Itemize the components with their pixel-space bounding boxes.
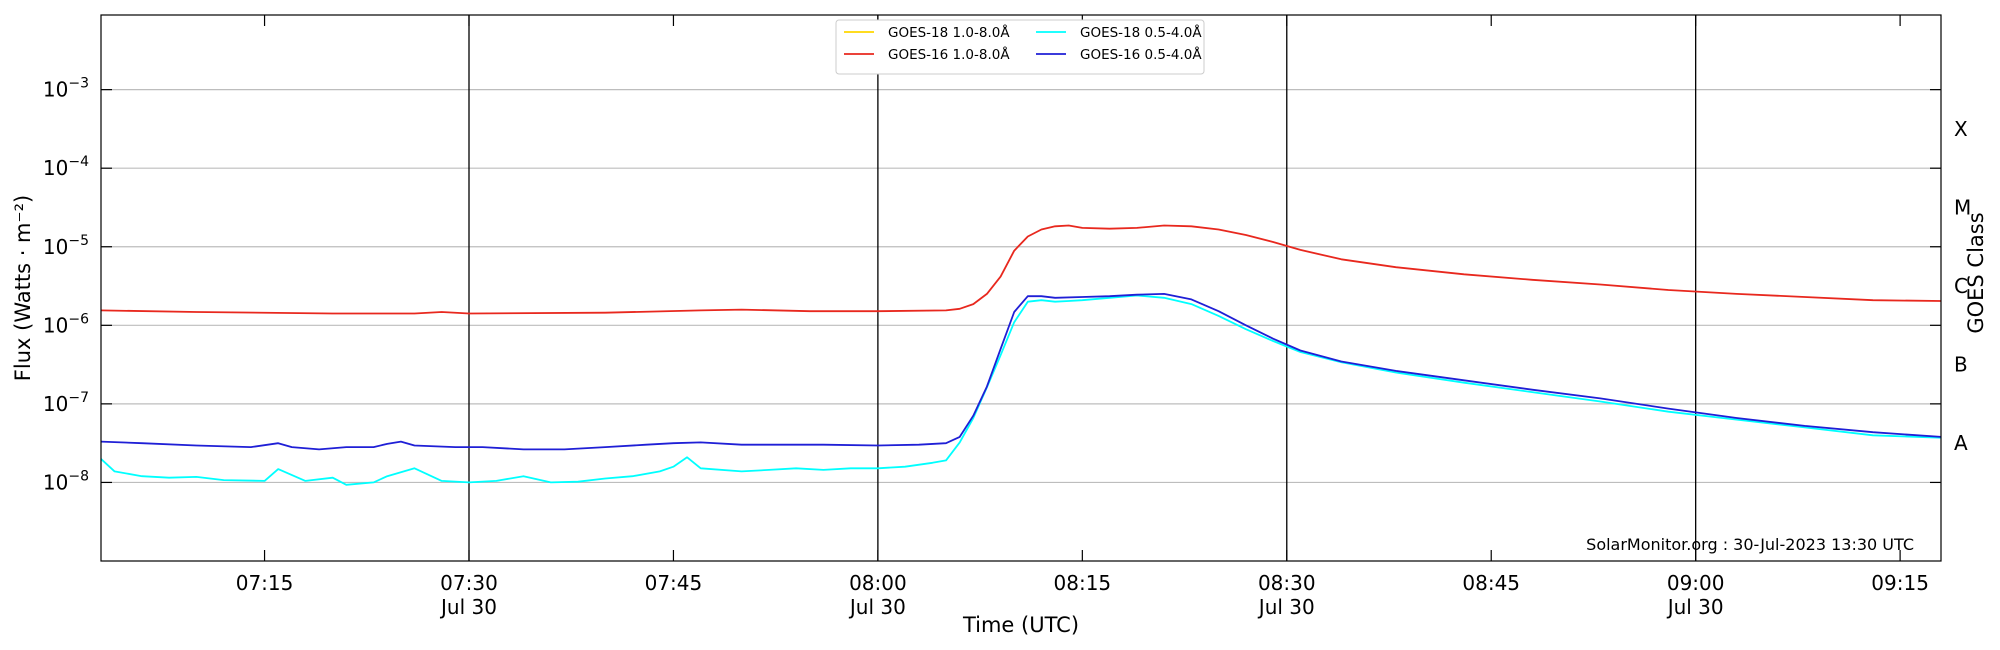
grid [101,89,1941,484]
goes-class-axis: A B C M X [1954,117,1971,455]
y-tick-label: 10−7 [43,390,89,416]
x-tick-label: 07:15 [236,571,294,595]
goes-class-label: X [1954,117,1968,141]
legend-box [835,19,1205,75]
goes-class-label: A [1954,431,1968,455]
y-tick-label: 10−4 [43,154,89,180]
series-line-3 [100,293,1942,451]
y-tick-label: 10−5 [43,233,89,259]
x-tick-sublabel: Jul 30 [1257,595,1315,619]
legend: GOES-18 1.0-8.0Å GOES-16 1.0-8.0Å GOES-18 … [835,19,1205,75]
x-tick-label: 08:45 [1462,571,1520,595]
y-tick-label: 10−3 [43,76,89,102]
x-tick-label: 09:00 [1667,571,1725,595]
day-markers [468,15,1697,561]
plot-frame [100,14,1942,562]
legend-entry-0: GOES-18 1.0-8.0Å [888,24,1010,41]
legend-entry-2: GOES-18 0.5-4.0Å [1080,24,1202,41]
x-axis-label: Time (UTC) [962,613,1079,637]
y-tick-label: 10−6 [43,311,89,337]
y-tick-label: 10−8 [43,468,89,494]
x-tick-label: 08:30 [1258,571,1316,595]
y-axis: 10−8 10−7 10−6 10−5 10−4 10−3 [43,76,1941,494]
x-tick-label: 08:15 [1054,571,1112,595]
x-tick-sublabel: Jul 30 [848,595,906,619]
y-axis-label: Flux (Watts · m⁻²) [11,195,35,381]
x-tick-label: 07:30 [440,571,498,595]
goes-class-label: B [1954,353,1968,377]
series-line-1 [100,224,1942,315]
x-tick-sublabel: Jul 30 [1666,595,1724,619]
series-lines [100,224,1942,486]
legend-entry-3: GOES-16 0.5-4.0Å [1080,46,1202,63]
goes-class-label: M [1954,195,1971,219]
goes-class-axis-label: GOES Class [1964,212,1988,333]
credit-text: SolarMonitor.org : 30-Jul-2023 13:30 UTC [1586,535,1914,554]
legend-entry-1: GOES-16 1.0-8.0Å [888,46,1010,63]
series-line-2 [100,294,1942,486]
x-tick-label: 09:15 [1871,571,1929,595]
x-tick-label: 08:00 [849,571,907,595]
x-tick-label: 07:45 [645,571,703,595]
x-tick-sublabel: Jul 30 [439,595,497,619]
goes-class-label: C [1954,274,1968,298]
